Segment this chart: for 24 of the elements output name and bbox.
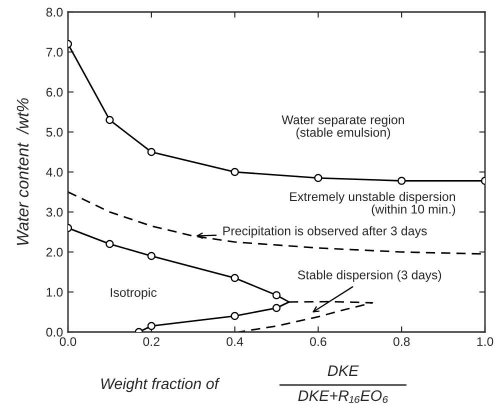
text: DKE <box>328 365 359 376</box>
y-axis-title: Water content /wt% <box>16 98 29 245</box>
annotation: Isotropic <box>110 288 157 300</box>
y-tick-label: 5.0 <box>46 128 63 137</box>
y-tick-label: 8.0 <box>46 8 63 17</box>
x-tick-label: 0.2 <box>143 337 160 346</box>
x-tick-label: 1.0 <box>477 337 494 346</box>
annotation: Precipitation is observed after 3 days <box>223 226 427 238</box>
y-tick-label: 6.0 <box>46 88 63 97</box>
y-tick-label: 1.0 <box>46 288 63 297</box>
y-tick-label: 4.0 <box>46 168 63 177</box>
y-tick-label: 3.0 <box>46 208 63 217</box>
y-tick-label: 2.0 <box>46 248 63 257</box>
text: DKE+R₁₆EO₆ <box>298 390 388 403</box>
x-tick-label: 0.4 <box>226 337 244 346</box>
y-tick-label: 7.0 <box>46 48 63 57</box>
annotation: Stable dispersion (3 days) <box>298 270 442 282</box>
x-tick-label: 0.8 <box>393 337 410 346</box>
x-axis-title: Weight fraction of <box>101 378 220 392</box>
x-tick-label: 0.0 <box>60 337 76 346</box>
annotation: Water separate region (stable emulsion) <box>282 115 404 140</box>
x-tick-label: 0.6 <box>310 337 326 346</box>
annotation: Extremely unstable dispersion (within 10 min.) <box>290 192 456 216</box>
y-tick-label: 0.0 <box>46 328 63 337</box>
